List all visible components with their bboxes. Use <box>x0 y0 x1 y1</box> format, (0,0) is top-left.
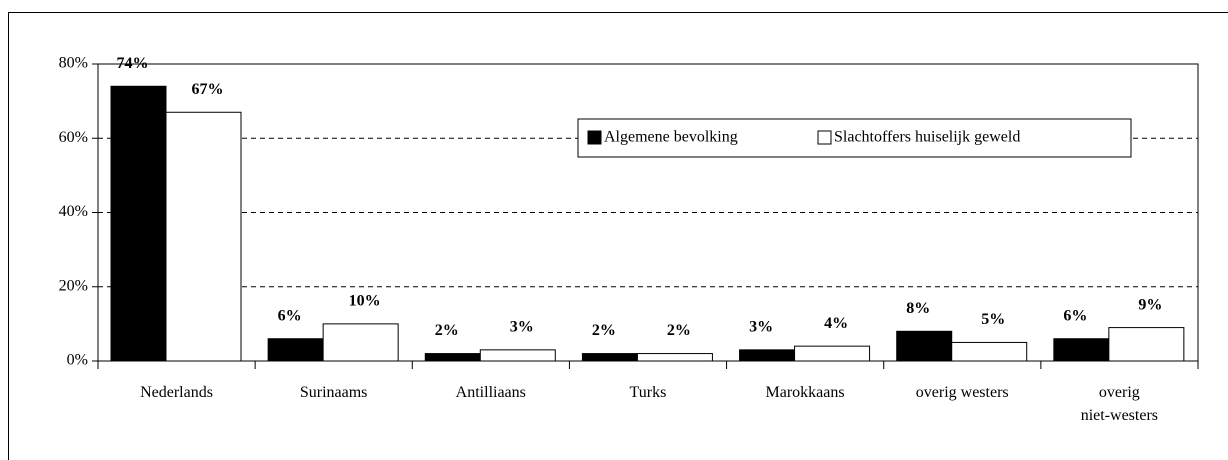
legend-label: Algemene bevolking <box>604 129 738 146</box>
data-label: 2% <box>592 322 616 339</box>
data-label: 2% <box>667 322 691 339</box>
data-label: 3% <box>749 319 773 336</box>
bar <box>165 111 242 362</box>
x-tick-label: overig niet-westers <box>1080 384 1158 424</box>
bar <box>951 341 1028 362</box>
y-tick-label: 60% <box>59 129 88 146</box>
data-label: 9% <box>1138 296 1162 313</box>
data-label: 8% <box>906 300 930 317</box>
bar <box>267 338 324 362</box>
bar <box>896 330 953 362</box>
x-tick-label: Nederlands <box>140 384 213 401</box>
bar <box>581 353 638 362</box>
x-tick-label: Marokkaans <box>765 384 845 401</box>
legend-swatch <box>817 130 832 145</box>
x-tick-label: Turks <box>629 384 667 401</box>
bar <box>794 345 871 362</box>
legend-swatch <box>587 130 602 145</box>
bar <box>479 349 556 362</box>
data-label: 10% <box>349 293 381 310</box>
legend-frame <box>577 118 1132 158</box>
x-tick-label: Antilliaans <box>455 384 526 401</box>
bar <box>424 353 481 362</box>
legend-label: Slachtoffers huiselijk geweld <box>834 129 1020 146</box>
x-tick-label: Surinaams <box>299 384 368 401</box>
data-label: 2% <box>435 322 459 339</box>
data-label: 5% <box>981 311 1005 328</box>
bar <box>1108 327 1185 362</box>
x-tick-label: overig westers <box>915 384 1009 401</box>
data-label: 74% <box>117 55 149 72</box>
data-label: 4% <box>824 315 848 332</box>
data-label: 67% <box>192 81 224 98</box>
outer-frame <box>8 12 1228 460</box>
y-tick-label: 0% <box>67 352 88 369</box>
bar <box>1053 338 1110 362</box>
bar <box>322 323 399 362</box>
data-label: 6% <box>278 307 302 324</box>
y-tick-label: 80% <box>59 55 88 72</box>
data-label: 6% <box>1063 307 1087 324</box>
bar <box>636 353 713 362</box>
bar <box>110 85 167 362</box>
y-tick-label: 20% <box>59 277 88 294</box>
data-label: 3% <box>510 319 534 336</box>
legend: Algemene bevolking Slachtoffers huiselijk… <box>577 118 1132 158</box>
bar <box>739 349 796 362</box>
y-tick-label: 40% <box>59 203 88 220</box>
